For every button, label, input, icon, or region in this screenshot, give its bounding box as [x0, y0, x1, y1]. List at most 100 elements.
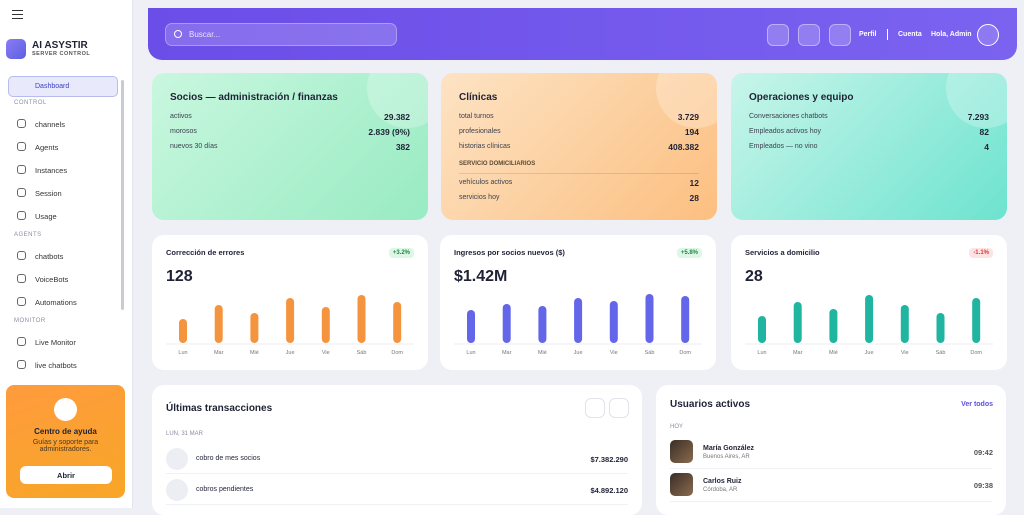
- nav-item-label[interactable]: Live Monitor: [35, 338, 76, 347]
- badge: +5.8%: [676, 248, 702, 258]
- nav-active[interactable]: [8, 76, 118, 97]
- x-tick-label: Mié: [538, 350, 547, 356]
- help-button[interactable]: Abrir: [20, 466, 112, 484]
- user-name: María González: [703, 445, 754, 452]
- stat-value: 7.293: [967, 112, 989, 122]
- x-tick-label: Lun: [178, 350, 187, 356]
- help-text: Guías y soporte para administradores.: [32, 439, 99, 453]
- header-icon-button[interactable]: [829, 24, 851, 46]
- menu-icon[interactable]: [12, 10, 23, 19]
- x-tick-label: Lun: [757, 350, 766, 356]
- bar: [645, 294, 654, 343]
- x-tick-label: Dom: [970, 350, 982, 356]
- bar: [214, 305, 223, 343]
- stat-value: 12: [689, 178, 699, 188]
- divider: [670, 501, 992, 502]
- kpi-value: $1.42M: [454, 268, 508, 285]
- bar: [900, 305, 909, 343]
- card-title: Usuarios activos: [670, 399, 751, 410]
- bar: [829, 309, 838, 343]
- avatar[interactable]: [977, 24, 999, 46]
- nav-icon: [17, 142, 26, 151]
- row-icon: [166, 448, 188, 470]
- x-tick-label: Sáb: [357, 350, 367, 356]
- nav-item-label[interactable]: channels: [35, 120, 66, 129]
- header-link[interactable]: Perfil: [859, 31, 877, 38]
- row-label: cobros pendientes: [196, 486, 254, 493]
- brand-name: AI ASYSTIR: [32, 40, 88, 51]
- row-amount: $4.892.120: [590, 486, 628, 495]
- users-card: Usuarios activos Ver todos HOY María Gonzál…: [656, 385, 1006, 515]
- stat-label: nuevos 30 días: [170, 143, 218, 150]
- stat-subsection: SERVICIO DOMICILIARIOS: [459, 161, 536, 167]
- nav-item-label[interactable]: chatbots: [35, 252, 64, 261]
- header-link[interactable]: Cuenta: [898, 31, 922, 38]
- user-time: 09:38: [973, 481, 993, 490]
- greeting: Hola, Admin: [931, 31, 972, 38]
- nav-item-label[interactable]: Agents: [35, 143, 59, 152]
- nav-item-label[interactable]: VoiceBots: [35, 275, 69, 284]
- nav-item-label[interactable]: Usage: [35, 212, 57, 221]
- header-divider: [887, 29, 888, 40]
- stat-label: vehículos activos: [459, 179, 513, 186]
- bar: [393, 302, 402, 343]
- divider: [166, 504, 628, 505]
- search-box[interactable]: Buscar...: [165, 23, 397, 46]
- nav-icon: [17, 274, 26, 283]
- nav-section-title: AGENTS: [14, 232, 42, 238]
- stat-label: activos: [170, 113, 192, 120]
- bar: [793, 302, 802, 343]
- stat-value: 4: [984, 142, 989, 152]
- x-tick-label: Vie: [901, 350, 909, 356]
- x-tick-label: Mié: [250, 350, 259, 356]
- divider: [670, 468, 992, 469]
- brand-sub: SERVER CONTROL: [32, 51, 91, 57]
- chart-card: Servicios a domicilio -1.1% 28 Lun Mar Mié Jue…: [731, 235, 1007, 370]
- nav-icon: [17, 360, 26, 369]
- nav-section-title: MONITOR: [14, 318, 46, 324]
- stat-label: historias clínicas: [459, 143, 511, 150]
- header-icon-button[interactable]: [767, 24, 789, 46]
- stat-card-title: Clínicas: [459, 92, 498, 103]
- stat-label: Empleados — no vino: [749, 143, 818, 150]
- kpi-value: 128: [166, 268, 193, 285]
- nav-item-label[interactable]: Automations: [35, 298, 77, 307]
- bar: [936, 313, 945, 343]
- card-title: Últimas transacciones: [166, 403, 273, 414]
- x-tick-label: Dom: [679, 350, 691, 356]
- bar: [609, 301, 618, 343]
- nav-item-label[interactable]: Instances: [35, 166, 68, 175]
- chart-card: Corrección de errores +3.2% 128 Lun Mar Mié Ju…: [152, 235, 428, 370]
- stat-card-title: Operaciones y equipo: [749, 92, 854, 103]
- stat-value: 29.382: [384, 112, 410, 122]
- bar: [681, 296, 690, 343]
- header: Buscar... Perfil Cuenta Hola, Admin: [148, 8, 1017, 60]
- icon-button[interactable]: [585, 398, 605, 418]
- user-avatar: [670, 440, 693, 463]
- bar: [467, 310, 475, 343]
- x-tick-label: Mié: [829, 350, 838, 356]
- x-tick-label: Sáb: [936, 350, 946, 356]
- nav-icon: [17, 119, 26, 128]
- header-icon-button[interactable]: [798, 24, 820, 46]
- stat-value: 382: [395, 142, 410, 152]
- icon-button[interactable]: [609, 398, 629, 418]
- stat-value: 82: [979, 127, 989, 137]
- help-title: Centro de ayuda: [34, 427, 97, 436]
- nav-section-title: CONTROL: [14, 100, 47, 106]
- nav-item-label[interactable]: Session: [35, 189, 62, 198]
- stat-label: Conversaciones chatbots: [749, 113, 828, 120]
- bar: [321, 307, 330, 343]
- bar: [502, 304, 511, 343]
- badge: +3.2%: [388, 248, 414, 258]
- link[interactable]: Ver todos: [961, 401, 993, 408]
- row-icon: [166, 479, 188, 501]
- menu-icon-mid: [12, 14, 23, 15]
- nav-item-label[interactable]: live chatbots: [35, 361, 77, 370]
- stat-value: 2.839 (9%): [368, 127, 410, 137]
- x-tick-label: Jue: [574, 350, 583, 356]
- bar-chart: Lun Mar Mié Jue Vie Sáb Dom: [454, 294, 702, 356]
- nav-icon: [17, 188, 26, 197]
